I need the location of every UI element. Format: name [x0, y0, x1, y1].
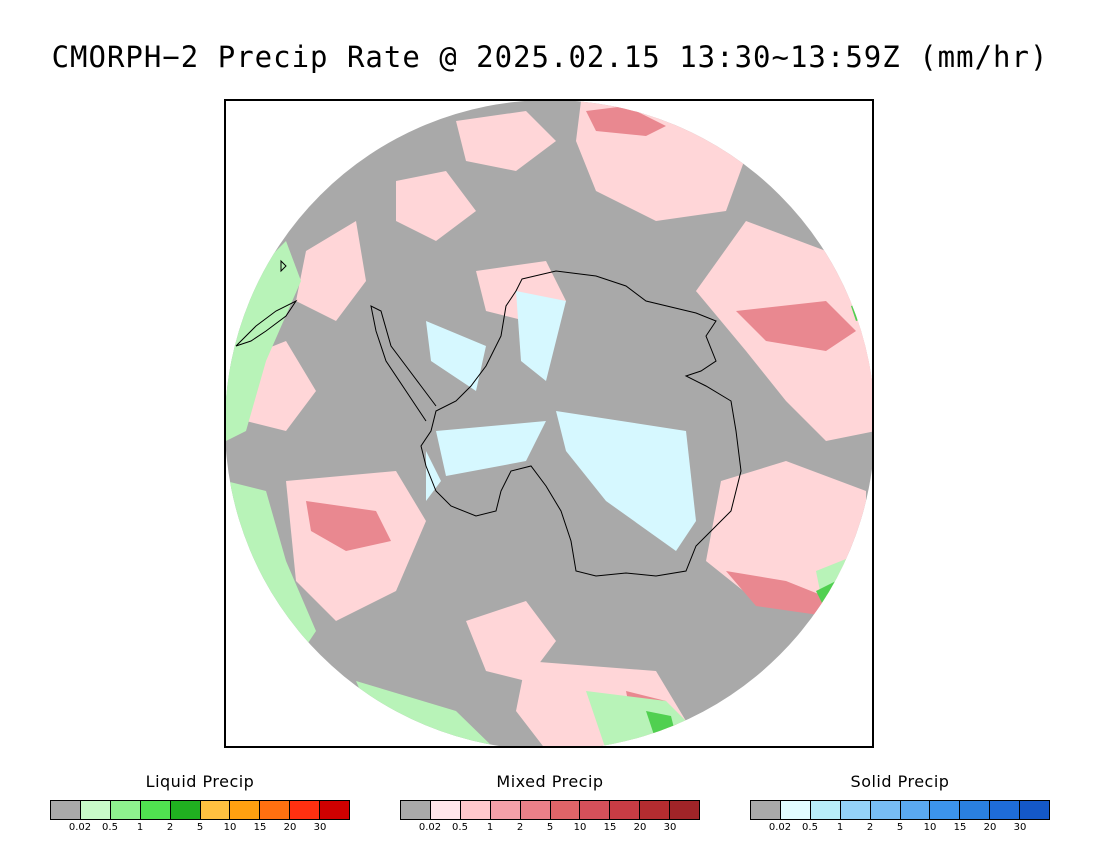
swatch [900, 801, 931, 819]
swatch [290, 801, 321, 819]
swatch [550, 801, 581, 819]
swatch [670, 801, 700, 819]
tick-label: 0.5 [452, 822, 468, 833]
swatch [401, 801, 431, 819]
swatch [780, 801, 811, 819]
tick-label: 5 [196, 822, 204, 833]
swatch [580, 801, 611, 819]
swatch [170, 801, 201, 819]
legend-title-liquid: Liquid Precip [145, 772, 255, 791]
swatch [810, 801, 841, 819]
swatch [960, 801, 991, 819]
tick-label: 2 [516, 822, 524, 833]
legend-title-mixed: Mixed Precip [496, 772, 604, 791]
ticks-liquid: 0.02 0.5 1 2 5 10 15 20 30 [50, 820, 350, 834]
tick-label: 30 [663, 822, 677, 833]
swatch [80, 801, 111, 819]
tick-label: 20 [983, 822, 997, 833]
tick-label: 20 [283, 822, 297, 833]
tick-label: 10 [923, 822, 937, 833]
swatch [1020, 801, 1050, 819]
swatch [51, 801, 81, 819]
map-disc [226, 101, 872, 746]
legend-solid: Solid Precip 0.02 0.5 1 2 5 10 15 20 30 [750, 772, 1050, 834]
tick-label: 0.5 [802, 822, 818, 833]
tick-label: 15 [953, 822, 967, 833]
tick-label: 2 [166, 822, 174, 833]
swatch [520, 801, 551, 819]
tick-label: 15 [253, 822, 267, 833]
ticks-mixed: 0.02 0.5 1 2 5 10 15 20 30 [400, 820, 700, 834]
tick-label: 1 [836, 822, 844, 833]
tick-label: 5 [546, 822, 554, 833]
polar-precip-map [226, 101, 872, 746]
swatch [990, 801, 1021, 819]
tick-label: 10 [223, 822, 237, 833]
swatch [260, 801, 291, 819]
tick-label: 20 [633, 822, 647, 833]
tick-label: 0.02 [418, 822, 442, 833]
swatch [230, 801, 261, 819]
swatch [640, 801, 671, 819]
tick-label: 2 [866, 822, 874, 833]
legend-liquid: Liquid Precip 0.02 0.5 1 2 5 10 15 20 30 [50, 772, 350, 834]
swatch [870, 801, 901, 819]
tick-label: 0.02 [768, 822, 792, 833]
swatch [430, 801, 461, 819]
swatch [140, 801, 171, 819]
swatch [610, 801, 641, 819]
south-america-coastline [235, 259, 298, 347]
tick-label: 30 [1013, 822, 1027, 833]
tick-label: 5 [896, 822, 904, 833]
tick-label: 10 [573, 822, 587, 833]
swatch [460, 801, 491, 819]
swatch [320, 801, 350, 819]
colorbar-solid [750, 800, 1050, 820]
tick-label: 0.5 [102, 822, 118, 833]
chart-title: CMORPH−2 Precip Rate @ 2025.02.15 13:30~… [51, 40, 1049, 74]
swatch [840, 801, 871, 819]
solid-precip-areas [426, 291, 696, 551]
tick-label: 0.02 [68, 822, 92, 833]
swatch [110, 801, 141, 819]
ticks-solid: 0.02 0.5 1 2 5 10 15 20 30 [750, 820, 1050, 834]
tick-label: 1 [136, 822, 144, 833]
swatch [930, 801, 961, 819]
legend-title-solid: Solid Precip [850, 772, 950, 791]
tick-label: 30 [313, 822, 327, 833]
tick-label: 1 [486, 822, 494, 833]
swatch [490, 801, 521, 819]
colorbar-mixed [400, 800, 700, 820]
swatch [751, 801, 781, 819]
legend-mixed: Mixed Precip 0.02 0.5 1 2 5 10 15 20 30 [400, 772, 700, 834]
tick-label: 15 [603, 822, 617, 833]
colorbar-liquid [50, 800, 350, 820]
antarctica-coastline [420, 270, 742, 577]
swatch [200, 801, 231, 819]
antarctic-peninsula [370, 305, 437, 422]
map-panel [224, 99, 874, 748]
